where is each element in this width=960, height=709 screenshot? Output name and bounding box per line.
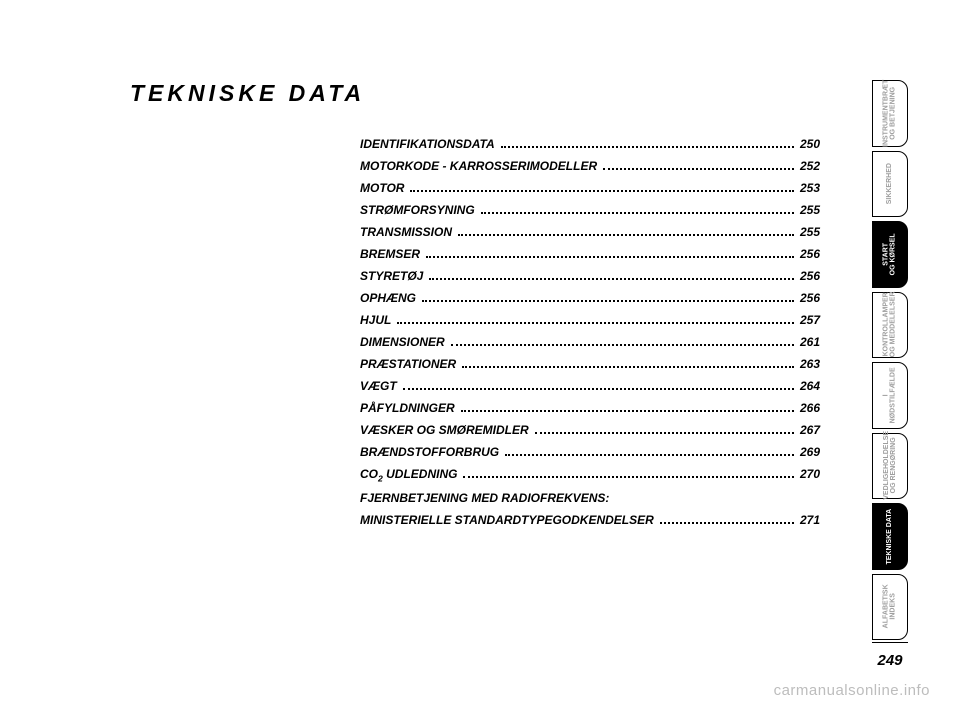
- toc-dots: [397, 322, 794, 324]
- toc-page: 253: [800, 181, 820, 195]
- section-tab: I NØDSTILFÆLDE: [872, 362, 908, 429]
- toc-page: 266: [800, 401, 820, 415]
- toc-page: 269: [800, 445, 820, 459]
- toc-dots: [501, 146, 794, 148]
- section-tab-label: VEDLIGEHOLDELSE OG RENGØRING: [883, 431, 898, 500]
- toc-label: TRANSMISSION: [360, 225, 452, 239]
- toc-page: 256: [800, 269, 820, 283]
- toc-page: 257: [800, 313, 820, 327]
- toc-label: MOTOR: [360, 181, 404, 195]
- content-area: TEKNISKE DATA IDENTIFIKATIONSDATA 250 MOTO…: [130, 80, 830, 535]
- toc-label: BREMSER: [360, 247, 420, 261]
- toc-label: PÅFYLDNINGER: [360, 401, 455, 415]
- page-number: 249: [872, 642, 908, 669]
- toc-label: VÆSKER OG SMØREMIDLER: [360, 423, 529, 437]
- section-tab: VEDLIGEHOLDELSE OG RENGØRING: [872, 433, 908, 500]
- toc-dots: [403, 388, 794, 390]
- toc-page: 264: [800, 379, 820, 393]
- toc-label: DIMENSIONER: [360, 335, 445, 349]
- toc-label: OPHÆNG: [360, 291, 416, 305]
- toc-label: STRØMFORSYNING: [360, 203, 475, 217]
- toc-page: 270: [800, 467, 820, 481]
- toc-page: 261: [800, 335, 820, 349]
- toc-dots: [422, 300, 794, 302]
- page-number-value: 249: [877, 652, 902, 669]
- toc-entry: BRÆNDSTOFFORBRUG 269: [360, 445, 820, 459]
- toc-entry: HJUL 257: [360, 313, 820, 327]
- toc-entry: VÆGT 264: [360, 379, 820, 393]
- toc-page: 267: [800, 423, 820, 437]
- section-tab: INSTRUMENTBRÆT OG BETJENING: [872, 80, 908, 147]
- toc-entry: DIMENSIONER 261: [360, 335, 820, 349]
- toc-dots: [429, 278, 794, 280]
- section-tab: KONTROLLAMPER OG MEDDELELSER: [872, 292, 908, 359]
- toc-page: 256: [800, 247, 820, 261]
- toc-page: 252: [800, 159, 820, 173]
- toc-dots: [458, 234, 794, 236]
- section-tab-label: INSTRUMENTBRÆT OG BETJENING: [883, 80, 898, 147]
- toc-label: PRÆSTATIONER: [360, 357, 456, 371]
- toc-entry: PRÆSTATIONER 263: [360, 357, 820, 371]
- toc-page: 255: [800, 225, 820, 239]
- toc-dots: [505, 454, 794, 456]
- toc-entry: BREMSER 256: [360, 247, 820, 261]
- toc-page: 271: [800, 513, 820, 527]
- section-tab-label: SIKKERHED: [886, 163, 893, 204]
- table-of-contents: IDENTIFIKATIONSDATA 250 MOTORKODE - KARROS…: [360, 137, 820, 527]
- toc-entry: VÆSKER OG SMØREMIDLER 267: [360, 423, 820, 437]
- section-tab-label: START OG KØRSEL: [883, 233, 898, 275]
- toc-entry: IDENTIFIKATIONSDATA 250: [360, 137, 820, 151]
- toc-label: CO2 UDLEDNING: [360, 467, 457, 483]
- toc-label: FJERNBETJENING MED RADIOFREKVENS:: [360, 491, 609, 505]
- toc-dots: [451, 344, 794, 346]
- toc-dots: [481, 212, 794, 214]
- chapter-title: TEKNISKE DATA: [130, 80, 830, 107]
- toc-entry: CO2 UDLEDNING 270: [360, 467, 820, 483]
- toc-entry: PÅFYLDNINGER 266: [360, 401, 820, 415]
- toc-entry: STRØMFORSYNING 255: [360, 203, 820, 217]
- toc-entry: FJERNBETJENING MED RADIOFREKVENS:: [360, 491, 820, 505]
- toc-dots: [660, 522, 794, 524]
- section-tab: START OG KØRSEL: [872, 221, 908, 288]
- toc-dots: [535, 432, 794, 434]
- toc-dots: [426, 256, 794, 258]
- toc-page: 256: [800, 291, 820, 305]
- section-tabs: INSTRUMENTBRÆT OG BETJENING SIKKERHED STAR…: [872, 80, 908, 640]
- toc-entry: OPHÆNG 256: [360, 291, 820, 305]
- toc-label: BRÆNDSTOFFORBRUG: [360, 445, 499, 459]
- toc-label: STYRETØJ: [360, 269, 423, 283]
- toc-page: 255: [800, 203, 820, 217]
- toc-entry: MOTORKODE - KARROSSERIMODELLER 252: [360, 159, 820, 173]
- toc-entry: MINISTERIELLE STANDARDTYPEGODKENDELSER 27…: [360, 513, 820, 527]
- toc-page: 250: [800, 137, 820, 151]
- toc-label: HJUL: [360, 313, 391, 327]
- toc-label: MOTORKODE - KARROSSERIMODELLER: [360, 159, 597, 173]
- section-tab: SIKKERHED: [872, 151, 908, 218]
- toc-dots: [603, 168, 794, 170]
- section-tab: TEKNISKE DATA: [872, 503, 908, 570]
- section-tab-label: ALFABETISK INDEKS: [883, 585, 898, 629]
- section-tab-label: KONTROLLAMPER OG MEDDELELSER: [883, 292, 898, 358]
- toc-label: MINISTERIELLE STANDARDTYPEGODKENDELSER: [360, 513, 654, 527]
- toc-page: 263: [800, 357, 820, 371]
- toc-label: VÆGT: [360, 379, 397, 393]
- watermark: carmanualsonline.info: [774, 682, 930, 699]
- toc-dots: [462, 366, 794, 368]
- section-tab: ALFABETISK INDEKS: [872, 574, 908, 641]
- section-tab-label: I NØDSTILFÆLDE: [883, 367, 898, 423]
- toc-dots: [410, 190, 794, 192]
- toc-entry: TRANSMISSION 255: [360, 225, 820, 239]
- toc-label: IDENTIFIKATIONSDATA: [360, 137, 495, 151]
- toc-entry: STYRETØJ 256: [360, 269, 820, 283]
- page: TEKNISKE DATA IDENTIFIKATIONSDATA 250 MOTO…: [0, 0, 960, 709]
- section-tab-label: TEKNISKE DATA: [886, 508, 893, 564]
- toc-entry: MOTOR 253: [360, 181, 820, 195]
- toc-dots: [463, 476, 794, 478]
- toc-dots: [461, 410, 794, 412]
